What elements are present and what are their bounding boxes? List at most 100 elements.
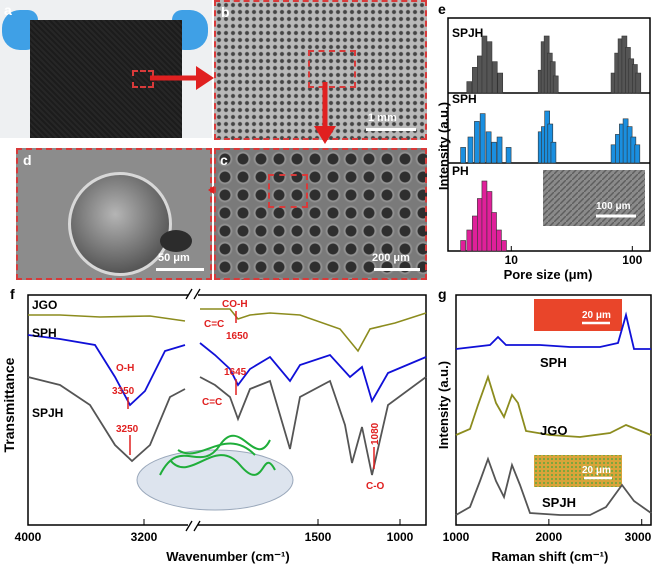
annotation: C=C: [202, 397, 222, 408]
frame-e: [447, 17, 651, 252]
annotation: 3250: [116, 424, 139, 435]
series-label-spjh: SPJH: [542, 495, 576, 510]
arrow-a-to-b: [150, 66, 214, 90]
polymer-chain: [177, 442, 256, 456]
scale-bar: [156, 268, 204, 271]
tick-label: 2000: [536, 530, 563, 544]
raman-sph: [455, 311, 651, 350]
inset-scale-label: 20 μm: [582, 465, 611, 476]
annotation: CO-H: [222, 299, 248, 310]
chart-g: g Intensity (a.u.) 20 μm 20 μm SPH JGO S…: [436, 286, 652, 564]
bar: [497, 72, 504, 94]
bar: [496, 229, 502, 252]
bar: [481, 35, 488, 94]
frame-g: [455, 294, 652, 526]
series-label-spjh: SPJH: [32, 406, 63, 420]
annotation: O-H: [116, 363, 134, 374]
bar: [481, 180, 488, 252]
bar: [477, 55, 483, 94]
panel-d-sem: d 50 μm: [16, 148, 212, 280]
bar: [550, 141, 557, 164]
scale-bar: [366, 128, 416, 131]
bar: [635, 72, 642, 94]
bar: [486, 41, 493, 94]
panel-letter: c: [220, 152, 228, 168]
series-label-jgo: JGO: [32, 298, 57, 312]
panel-letter: a: [4, 2, 12, 18]
bar: [460, 147, 466, 164]
bar: [472, 67, 478, 94]
ylabel-g: Intensity (a.u.): [436, 361, 451, 449]
chart-f: f Transmittance JGO SPH SPJH CO-H C=C 16…: [1, 286, 427, 564]
bar: [505, 147, 512, 164]
scale-label: 1 mm: [368, 112, 397, 124]
tick-label: 4000: [15, 530, 42, 544]
ylabel-f: Transmittance: [1, 357, 17, 452]
spectrum-spjh: [27, 376, 427, 476]
series-label: SPJH: [452, 26, 483, 40]
scale-label: 200 μm: [372, 252, 410, 264]
panel-letter: b: [221, 4, 230, 20]
spectrum-jgo: [28, 308, 427, 353]
annotation: 3350: [112, 386, 135, 397]
axis-break-mask: [188, 289, 198, 529]
panel-letter: g: [438, 286, 447, 302]
panel-letter: e: [438, 1, 446, 17]
inset-scale-label: 100 μm: [596, 201, 631, 212]
bar: [460, 240, 466, 252]
inset-scale-label: 20 μm: [582, 310, 611, 321]
annotation: 1080: [370, 422, 381, 445]
graphene-sheet: [136, 449, 294, 511]
axis-break-mark: [185, 288, 193, 300]
bar: [466, 229, 473, 252]
tick-label: 1000: [443, 530, 470, 544]
scale-label: 50 μm: [158, 252, 190, 264]
tick-label: 1000: [387, 530, 414, 544]
series-label-sph: SPH: [32, 326, 57, 340]
tick-label: 1500: [305, 530, 332, 544]
bar: [466, 81, 473, 94]
raman-jgo: [455, 374, 652, 438]
panel-letter: f: [10, 286, 15, 302]
selection-box-c: [268, 174, 308, 208]
tick-label: 100: [622, 253, 642, 267]
axis-break-mark: [185, 520, 193, 532]
frame-f: [27, 294, 427, 526]
bar: [491, 212, 497, 252]
axis-break-mark: [193, 520, 201, 532]
bar: [479, 113, 486, 164]
bar: [496, 136, 503, 164]
panel-c-sem: c 200 μm: [214, 148, 427, 280]
tick-label: 10: [505, 253, 519, 267]
series-label-sph: SPH: [540, 355, 567, 370]
inset-texture: [534, 455, 622, 487]
panel-letter: d: [23, 152, 32, 168]
bar: [501, 240, 507, 252]
xlabel-g: Raman shift (cm⁻¹): [492, 549, 609, 564]
inset-texture: [543, 170, 645, 226]
xlabel-e: Pore size (μm): [504, 267, 593, 282]
annotation: C=C: [204, 319, 224, 330]
bar: [491, 141, 497, 164]
bar: [491, 61, 498, 94]
bar: [474, 121, 480, 164]
arrow-b-to-c: [314, 82, 336, 144]
spectrum-sph: [27, 334, 427, 407]
bar: [634, 144, 641, 164]
polymer-chain: [169, 454, 276, 476]
bar: [477, 198, 483, 252]
raman-spjh: [455, 456, 652, 516]
bar: [552, 75, 559, 94]
bar: [485, 131, 492, 164]
chart-e: e Intensity (a.u.) SPJH SPH PH 100 μm 10…: [436, 1, 651, 282]
series-label: PH: [452, 164, 469, 178]
series-label-jgo: JGO: [540, 423, 567, 438]
annotation: C-O: [366, 481, 385, 492]
selection-box-b: [308, 50, 356, 88]
xlabel-f: Wavenumber (cm⁻¹): [166, 549, 289, 564]
scale-bar: [374, 268, 420, 271]
annotation: 1645: [224, 367, 247, 378]
tick-label: 3200: [131, 530, 158, 544]
bar: [486, 191, 493, 252]
axis-break-mark: [193, 288, 201, 300]
